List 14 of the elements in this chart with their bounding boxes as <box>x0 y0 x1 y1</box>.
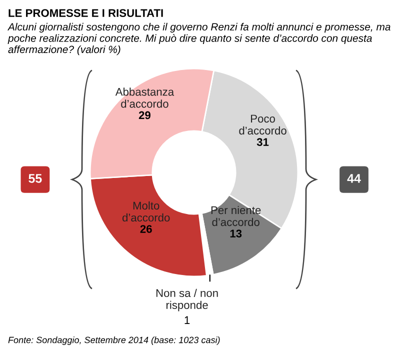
slice-label: Non sa / non risponde <box>156 288 218 312</box>
data-label: 29 <box>138 111 150 120</box>
data-label: 26 <box>140 225 152 233</box>
chart-title: LE PROMESSE E I RISULTATI <box>8 9 163 17</box>
slice-label: Molto d’accordo <box>122 201 170 222</box>
data-label: 31 <box>256 138 269 146</box>
text: 44 <box>347 174 361 183</box>
slice-label: Poco d’accordo <box>239 114 286 135</box>
data-label: 1 <box>184 316 190 324</box>
text: 55 <box>28 174 42 183</box>
data-label: 13 <box>230 230 242 238</box>
source-note: Fonte: Sondaggio, Settembre 2014 (base: 1023 casi) <box>8 336 220 345</box>
chart-subtitle: Alcuni giornalisti sostengono che il governo Renzi fa molti annunci e promesse, ma poche realizzazioni concrete. Mi può dire quanto si sente d’accordo con questa affermazione? (valori %) <box>7 22 390 56</box>
slice-label: Abbastanza d’accordo <box>115 88 174 108</box>
